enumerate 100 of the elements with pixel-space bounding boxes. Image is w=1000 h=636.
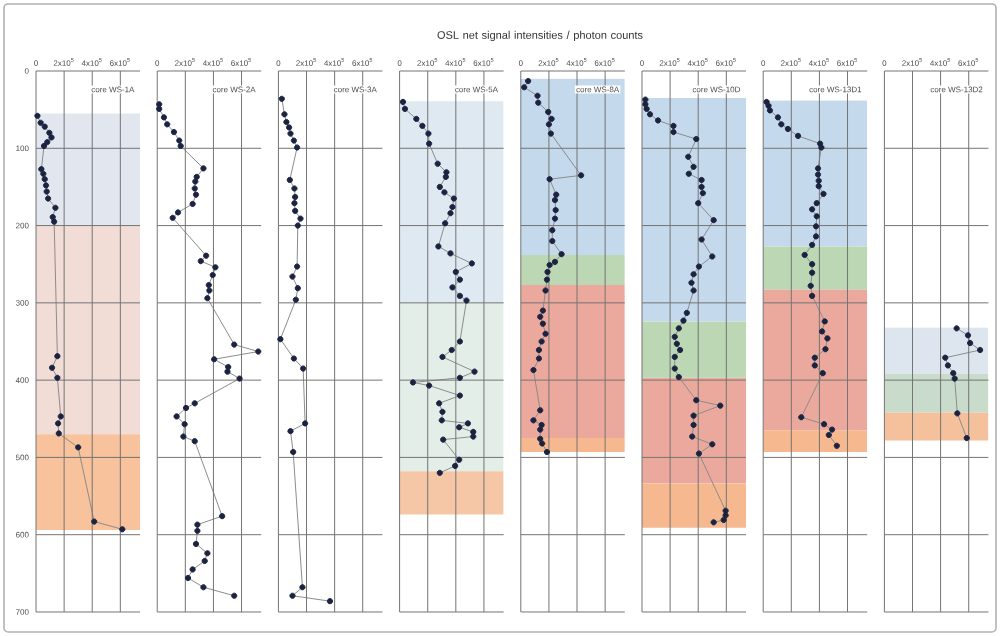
point [818,328,826,335]
point [558,251,565,258]
point [470,433,477,440]
point [530,366,537,374]
point [698,176,705,184]
point [722,507,729,514]
point [820,421,828,428]
point [643,105,650,112]
point [169,214,176,221]
point [456,338,463,345]
point [794,132,802,140]
point [549,237,556,245]
point [809,206,816,213]
point [542,287,549,294]
point [944,362,952,369]
point [450,195,457,202]
point [815,177,822,184]
point [425,130,432,137]
point [192,540,200,548]
point [675,325,682,332]
point [442,173,449,180]
point [399,98,407,106]
point [43,188,50,195]
point [255,348,262,355]
point [170,128,178,136]
point [297,215,304,222]
point [302,420,309,427]
point [813,200,820,207]
point [551,258,559,265]
point [173,413,180,420]
point [710,519,717,526]
point [537,407,544,414]
point [464,420,472,427]
point [286,124,293,131]
point [225,363,232,371]
point [698,236,705,243]
point [440,436,447,443]
point [54,353,61,360]
point [456,424,463,431]
point [55,430,62,437]
point [537,313,544,320]
point [763,98,770,106]
point [671,365,678,372]
point [676,346,684,354]
point [809,269,816,276]
point [206,287,213,294]
point [287,428,294,435]
point [963,434,970,442]
point [521,84,528,91]
point [409,379,417,386]
point [709,441,716,448]
point [160,114,168,121]
point [578,172,585,179]
point [463,297,470,304]
point [212,264,219,271]
point [40,142,48,150]
point [646,111,654,118]
point [689,433,696,440]
point [807,282,814,289]
point [236,375,243,382]
point [57,413,64,420]
point [447,250,454,257]
point [54,420,62,427]
point [294,222,301,229]
point [436,183,443,191]
point [642,96,649,103]
point [119,526,126,533]
point [535,355,543,362]
point [471,368,478,375]
point [766,107,774,114]
point [553,191,560,198]
point [200,165,207,172]
point [189,200,196,208]
point [820,190,827,197]
point [299,584,306,591]
point [548,115,555,123]
point [545,121,553,128]
point [291,200,298,207]
point [720,516,727,524]
point [543,448,551,456]
point [964,332,972,339]
point [401,105,409,112]
point [48,134,55,141]
point [468,260,475,267]
point [34,112,41,119]
point [224,368,231,375]
point [543,276,551,283]
point [191,400,198,407]
point [942,354,949,361]
point [811,362,818,369]
point [695,450,703,457]
point [825,431,832,439]
point [177,142,184,150]
point [722,512,729,519]
point [438,417,445,424]
point [37,119,44,126]
point [426,140,433,147]
point [201,557,208,565]
point [456,392,463,399]
point [824,335,831,342]
